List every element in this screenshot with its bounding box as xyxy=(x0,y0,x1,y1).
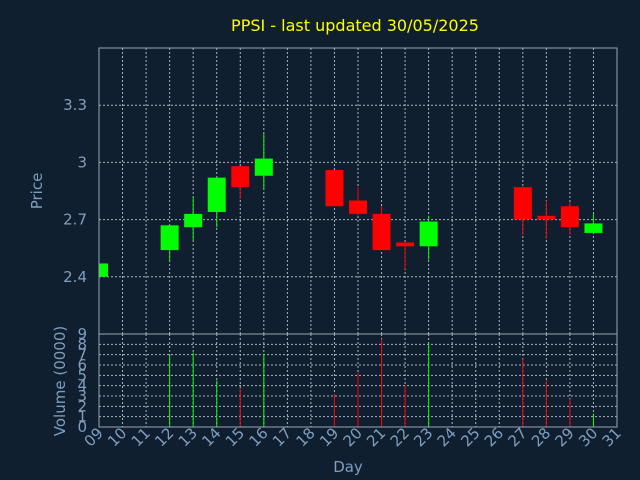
volume-tick-label: 2 xyxy=(77,397,87,415)
price-axis-label: Price xyxy=(28,173,46,210)
volume-panel-frame xyxy=(98,333,618,428)
volume-tick-label: 5 xyxy=(77,366,87,384)
price-y-ticks: 2.4 2.7 3 3.3 xyxy=(63,96,87,286)
candle-body xyxy=(325,170,344,207)
x-ticks: 0910111213141516171819202122232425262728… xyxy=(81,424,625,450)
candle-body xyxy=(160,225,179,251)
candle-body xyxy=(99,263,108,277)
x-axis-label: Day xyxy=(333,458,363,476)
volume-tick-label: 6 xyxy=(77,356,87,374)
candle-body xyxy=(231,166,250,188)
candle-body xyxy=(184,213,203,228)
candles xyxy=(98,133,603,277)
candle-body xyxy=(419,221,438,247)
candle-body xyxy=(396,242,415,247)
candle-body xyxy=(372,213,391,251)
volume-tick-label: 9 xyxy=(77,325,87,343)
price-tick-label: 3.3 xyxy=(63,96,87,114)
candle-body xyxy=(349,200,367,214)
candle-body xyxy=(537,215,556,220)
price-tick-label: 3 xyxy=(77,153,87,171)
volume-tick-label: 3 xyxy=(77,387,87,405)
volume-tick-label: 1 xyxy=(77,408,87,426)
chart-title: PPSI - last updated 30/05/2025 xyxy=(231,16,479,35)
volume-tick-label: 7 xyxy=(77,346,87,364)
candle-body xyxy=(560,206,579,228)
candle-body xyxy=(254,158,273,176)
candle-body xyxy=(584,223,603,233)
volume-axis-label: Volume (0000) xyxy=(51,326,69,436)
volume-tick-label: 4 xyxy=(77,377,87,395)
volume-bars xyxy=(169,339,594,427)
price-tick-label: 2.4 xyxy=(63,268,87,286)
volume-tick-label: 8 xyxy=(77,335,87,353)
volume-tick-label: 0 xyxy=(77,418,87,436)
price-tick-label: 2.7 xyxy=(63,211,87,229)
candle-body xyxy=(207,177,226,212)
candle-body xyxy=(513,187,532,220)
